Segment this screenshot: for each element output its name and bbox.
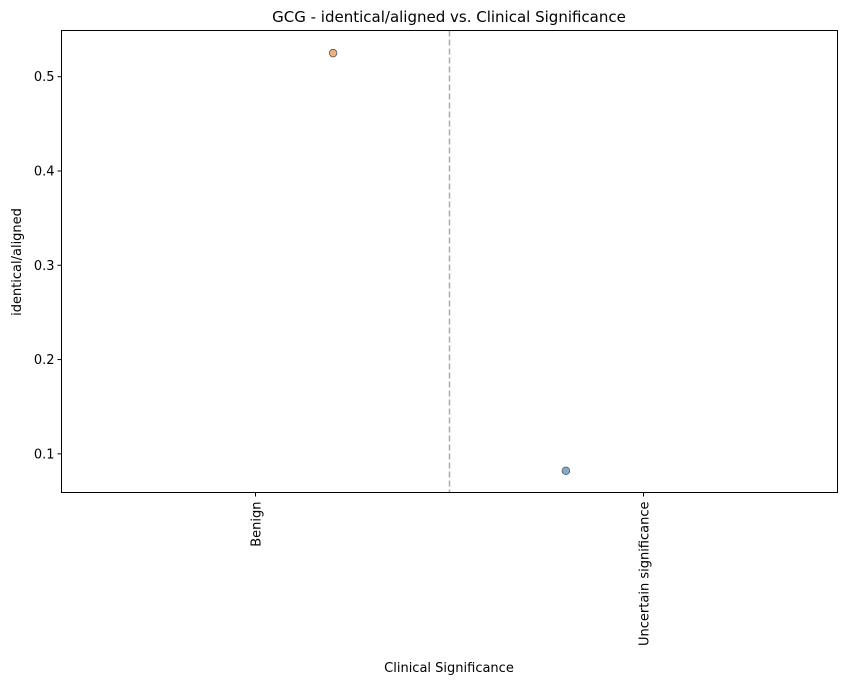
y-tick-label: 0.3 [34, 259, 55, 274]
data-point [561, 466, 571, 476]
x-tick-label: Benign [250, 502, 265, 547]
y-tick-label: 0.2 [34, 353, 55, 368]
x-tick-label: Uncertain significance [638, 502, 653, 646]
plot-frame [61, 30, 838, 493]
y-tick-label: 0.5 [34, 70, 55, 85]
chart-title: GCG - identical/aligned vs. Clinical Sig… [272, 8, 626, 26]
x-axis-label: Clinical Significance [384, 661, 514, 676]
y-tick-label: 0.4 [34, 164, 55, 179]
data-point [328, 48, 338, 58]
y-axis: 0.1 0.2 0.3 0.4 0.5 [34, 70, 62, 462]
y-axis-label: identical/aligned [10, 208, 25, 316]
plot-area [328, 30, 571, 493]
y-tick-label: 0.1 [34, 447, 55, 462]
x-axis: Benign Uncertain significance [250, 492, 653, 646]
